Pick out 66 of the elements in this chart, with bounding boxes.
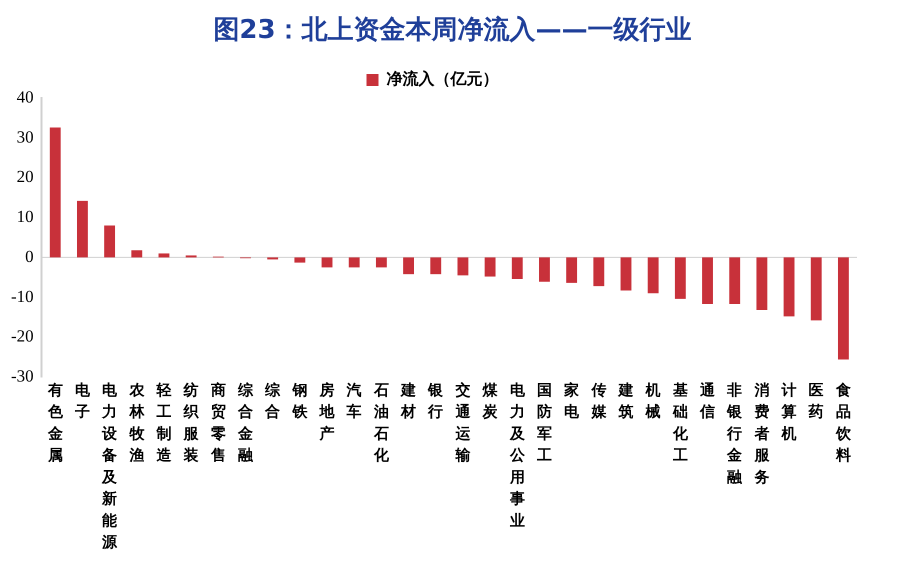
- x-tick-label: 消费者服务: [753, 380, 770, 486]
- chart-title: 图23：北上资金本周净流入——一级行业: [212, 14, 693, 47]
- x-tick-label: 基础化工: [672, 380, 689, 464]
- x-tick-label: 建材: [400, 380, 416, 421]
- x-tick-label: 综合金融: [236, 380, 254, 464]
- x-tick-label: 煤炭: [482, 380, 499, 421]
- x-tick-label: 食品饮料: [834, 380, 852, 464]
- bar: [430, 257, 442, 274]
- bar: [484, 257, 496, 277]
- y-tick-label: 30: [16, 127, 34, 146]
- x-tick-label: 交通运输: [454, 380, 472, 464]
- y-tick-label: 10: [16, 207, 34, 226]
- bar: [838, 257, 849, 360]
- x-tick-label: 房地产: [318, 380, 336, 442]
- x-tick-label: 有色金属: [46, 380, 64, 464]
- x-tick-label: 计算机: [780, 380, 797, 442]
- x-tick-label: 纺织服装: [182, 380, 200, 464]
- y-tick-label: 20: [16, 167, 34, 186]
- bar: [674, 257, 686, 299]
- bar: [620, 257, 632, 291]
- bar: [457, 257, 468, 276]
- bar: [593, 257, 604, 286]
- x-tick-label: 电力及公用事业: [508, 380, 526, 530]
- bar: [131, 250, 142, 258]
- x-tick-label: 传媒: [590, 380, 608, 421]
- x-tick-label: 商贸零售: [210, 380, 226, 464]
- bar: [512, 257, 523, 279]
- bar: [376, 257, 387, 268]
- x-tick-label: 家电: [563, 380, 580, 421]
- bar: [76, 200, 88, 258]
- y-tick-label: -30: [10, 366, 34, 386]
- y-tick-label: 0: [25, 246, 34, 266]
- bar: [348, 257, 360, 268]
- x-tick-label: 国防军工: [536, 380, 552, 464]
- y-tick-label: 40: [16, 87, 34, 106]
- bar: [294, 257, 306, 263]
- bar: [158, 253, 170, 258]
- bar: [50, 127, 61, 258]
- bar: [403, 257, 414, 274]
- x-tick-label: 综合: [264, 380, 282, 421]
- x-tick-label: 电子: [74, 380, 91, 421]
- bar: [756, 257, 768, 310]
- x-tick-label: 石油石化: [372, 380, 390, 464]
- x-tick-label: 建筑: [617, 380, 634, 421]
- bar: [322, 257, 332, 268]
- x-tick-label: 轻工制造: [155, 380, 172, 464]
- x-tick-label: 农林牧渔: [128, 380, 146, 464]
- bar: [729, 257, 740, 304]
- bar: [566, 257, 578, 283]
- x-tick-label: 钢铁: [291, 380, 308, 421]
- bar: [104, 226, 116, 258]
- bar: [648, 257, 659, 294]
- x-tick-label: 电力设备及新能源: [101, 380, 118, 552]
- x-tick-label: 汽车: [346, 380, 362, 421]
- x-tick-label: 医药: [808, 380, 824, 421]
- x-tick-label: 非银行金融: [726, 380, 744, 486]
- x-tick-label: 通信: [699, 380, 716, 421]
- bar: [810, 257, 822, 320]
- bar: [784, 257, 794, 316]
- bar: [702, 257, 713, 304]
- x-tick-label: 机械: [644, 380, 661, 421]
- legend-label: 净流入（亿元）: [386, 69, 498, 88]
- y-tick-label: -10: [10, 286, 34, 306]
- y-tick-label: -20: [10, 326, 34, 346]
- bar: [539, 257, 550, 282]
- x-tick-label: 银行: [427, 380, 444, 421]
